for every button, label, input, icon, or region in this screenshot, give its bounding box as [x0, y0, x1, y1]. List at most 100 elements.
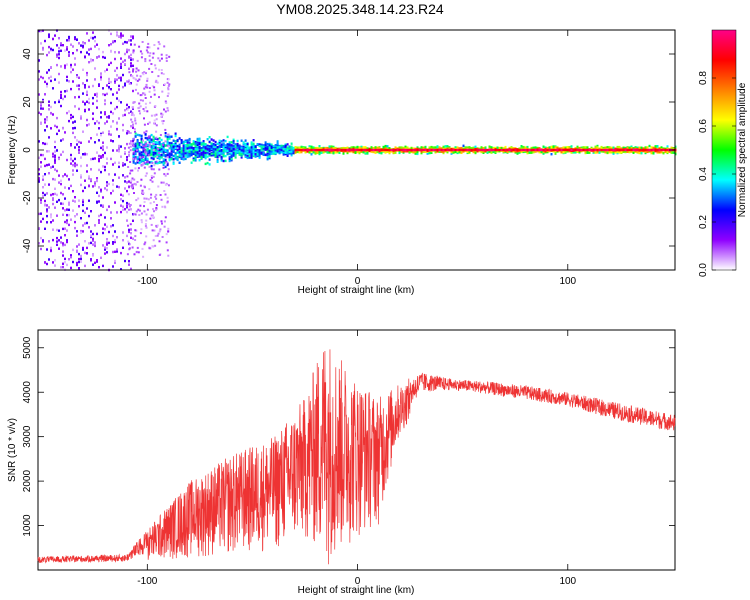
heatmap-cell — [380, 148, 383, 152]
heatmap-cell — [150, 138, 153, 141]
heatmap-cell — [165, 233, 168, 236]
heatmap-cell — [40, 75, 42, 79]
heatmap-cell — [139, 112, 141, 115]
heatmap-cell — [132, 219, 134, 222]
heatmap-cell — [266, 145, 269, 149]
heatmap-cell — [54, 178, 56, 181]
heatmap-cell — [166, 140, 169, 143]
heatmap-cell — [40, 42, 42, 45]
heatmap-cell — [146, 157, 149, 160]
heatmap-cell — [660, 148, 663, 152]
heatmap-cell — [218, 140, 221, 144]
heatmap-cell — [143, 109, 146, 112]
heatmap-cell — [145, 153, 148, 156]
heatmap-cell — [162, 181, 165, 184]
heatmap-cell — [92, 96, 94, 100]
heatmap-cell — [149, 196, 152, 199]
heatmap-cell — [116, 91, 118, 94]
heatmap-cell — [250, 141, 253, 144]
heatmap-cell — [134, 229, 137, 232]
heatmap-cell — [122, 162, 124, 165]
heatmap-cell — [150, 140, 153, 144]
heatmap-cell — [554, 152, 557, 155]
heatmap-cell — [132, 213, 134, 216]
heatmap-cell — [166, 163, 169, 167]
heatmap-cell — [40, 247, 42, 251]
heatmap-cell — [104, 187, 106, 190]
heatmap-cell — [168, 83, 171, 86]
heatmap-cell — [152, 150, 155, 154]
heatmap-cell — [92, 263, 94, 266]
heatmap-cell — [114, 173, 116, 176]
heatmap-cell — [164, 155, 167, 158]
heatmap-cell — [144, 58, 147, 60]
heatmap-cell — [196, 143, 199, 146]
heatmap-cell — [442, 150, 445, 153]
heatmap-cell — [158, 96, 160, 99]
heatmap-cell — [149, 179, 152, 182]
heatmap-cell — [160, 161, 163, 164]
heatmap-cell — [82, 203, 84, 207]
heatmap-cell — [156, 141, 159, 144]
heatmap-cell — [350, 146, 353, 149]
heatmap-cell — [264, 148, 267, 151]
heatmap-cell — [98, 154, 100, 158]
heatmap-cell — [128, 205, 131, 208]
heatmap-cell — [50, 111, 52, 115]
heatmap-cell — [92, 239, 94, 242]
heatmap-cell — [586, 146, 589, 149]
heatmap-cell — [144, 136, 147, 140]
heatmap-cell — [88, 85, 90, 89]
heatmap-cell — [148, 165, 151, 168]
heatmap-cell — [598, 151, 601, 154]
heatmap-cell — [50, 79, 52, 83]
heatmap-cell — [260, 145, 263, 148]
heatmap-cell — [344, 148, 347, 152]
heatmap-cell — [40, 212, 42, 215]
heatmap-cell — [145, 130, 148, 133]
heatmap-cell — [340, 148, 343, 152]
heatmap-cell — [122, 205, 124, 208]
heatmap-cell — [60, 104, 62, 108]
heatmap-cell — [586, 150, 589, 153]
heatmap-cell — [410, 148, 413, 152]
heatmap-cell — [188, 150, 191, 154]
heatmap-cell — [454, 146, 457, 149]
heatmap-cell — [204, 151, 207, 155]
heatmap-cell — [116, 122, 118, 125]
heatmap-cell — [140, 56, 143, 59]
heatmap-cell — [108, 116, 110, 119]
heatmap-cell — [146, 208, 149, 211]
heatmap-cell — [96, 191, 98, 194]
heatmap-cell — [154, 149, 157, 152]
heatmap-cell — [202, 146, 205, 149]
heatmap-cell — [488, 148, 491, 152]
heatmap-cell — [149, 217, 152, 220]
heatmap-cell — [576, 150, 579, 153]
heatmap-cell — [58, 37, 60, 40]
heatmap-cell — [128, 71, 131, 74]
heatmap-cell — [74, 220, 76, 224]
heatmap-cell — [196, 154, 199, 157]
heatmap-cell — [648, 144, 651, 148]
heatmap-cell — [278, 151, 281, 155]
heatmap-cell — [164, 144, 167, 147]
heatmap-cell — [202, 140, 205, 143]
heatmap-cell — [72, 68, 74, 71]
heatmap-cell — [532, 148, 535, 152]
heatmap-cell — [138, 143, 141, 147]
heatmap-cell — [80, 217, 82, 220]
heatmap-cell — [130, 64, 132, 68]
heatmap-cell — [162, 160, 165, 163]
heatmap-cell — [144, 97, 147, 99]
heatmap-cell — [206, 148, 209, 151]
heatmap-cell — [52, 155, 54, 158]
heatmap-cell — [66, 89, 68, 93]
heatmap-cell — [70, 63, 72, 67]
heatmap-cell — [88, 61, 90, 64]
heatmap-cell — [122, 60, 124, 63]
heatmap-cell — [52, 37, 54, 41]
heatmap-cell — [88, 123, 90, 126]
heatmap-cell — [170, 142, 173, 145]
